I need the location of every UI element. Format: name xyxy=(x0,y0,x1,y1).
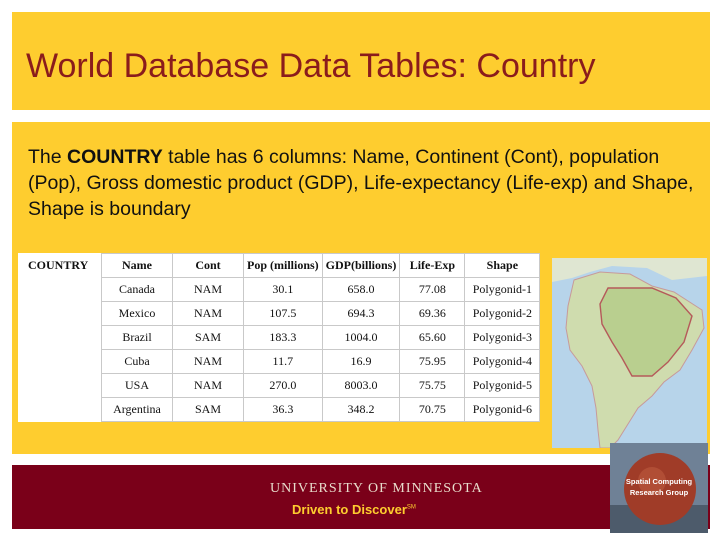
column-header: Cont xyxy=(172,253,244,278)
cell-shape: Polygonid-5 xyxy=(464,373,541,398)
cell-shape: Polygonid-1 xyxy=(464,277,541,302)
cell-life-exp: 69.36 xyxy=(399,301,466,326)
logo-line-1: Spatial Computing xyxy=(625,477,693,486)
north-landmass xyxy=(552,258,707,282)
service-mark: SM xyxy=(406,504,416,511)
cell-cont: NAM xyxy=(172,349,244,374)
map-illustration xyxy=(552,258,707,448)
row-spacer xyxy=(18,326,102,350)
table-row: Mexico NAM 107.5 694.3 69.36 Polygonid-2 xyxy=(18,301,541,326)
globe-sculpture-icon xyxy=(610,443,708,533)
title-band: World Database Data Tables: Country xyxy=(12,12,710,110)
cell-shape: Polygonid-3 xyxy=(464,325,541,350)
cell-life-exp: 75.95 xyxy=(399,349,466,374)
cell-name: USA xyxy=(101,373,173,398)
country-table: COUNTRY Name Cont Pop (millions) GDP(bil… xyxy=(18,253,541,422)
cell-life-exp: 77.08 xyxy=(399,277,466,302)
cell-pop: 11.7 xyxy=(243,349,323,374)
column-header: GDP(billions) xyxy=(321,253,401,278)
table-row: USA NAM 270.0 8003.0 75.75 Polygonid-5 xyxy=(18,373,541,398)
cell-shape: Polygonid-2 xyxy=(464,301,541,326)
cell-life-exp: 70.75 xyxy=(399,397,466,422)
row-spacer xyxy=(18,398,102,422)
row-spacer xyxy=(18,350,102,374)
cell-gdp: 16.9 xyxy=(321,349,401,374)
cell-cont: SAM xyxy=(172,397,244,422)
table-label: COUNTRY xyxy=(28,258,89,272)
table-row: Cuba NAM 11.7 16.9 75.95 Polygonid-4 xyxy=(18,349,541,374)
row-spacer xyxy=(18,302,102,326)
cell-gdp: 1004.0 xyxy=(321,325,401,350)
south-america-map xyxy=(552,258,707,448)
cell-pop: 183.3 xyxy=(243,325,323,350)
cell-cont: NAM xyxy=(172,277,244,302)
cell-pop: 270.0 xyxy=(243,373,323,398)
cell-name: Mexico xyxy=(101,301,173,326)
brazil-boundary xyxy=(599,287,693,377)
slide-title: World Database Data Tables: Country xyxy=(26,47,596,85)
cell-pop: 30.1 xyxy=(243,277,323,302)
row-spacer xyxy=(18,278,102,302)
footer-tagline: Driven to DiscoverSM xyxy=(292,502,416,517)
cell-gdp: 8003.0 xyxy=(321,373,401,398)
logo-caption: Spatial Computing Research Group xyxy=(614,476,704,498)
footer-band: UNIVERSITY OF MINNESOTA Driven to Discov… xyxy=(12,465,710,529)
cell-shape: Polygonid-4 xyxy=(464,349,541,374)
cell-life-exp: 75.75 xyxy=(399,373,466,398)
column-header: Life-Exp xyxy=(399,253,466,278)
body-paragraph: The COUNTRY table has 6 columns: Name, C… xyxy=(28,144,708,222)
cell-shape: Polygonid-6 xyxy=(464,397,541,422)
cell-pop: 36.3 xyxy=(243,397,323,422)
table-row: Argentina SAM 36.3 348.2 70.75 Polygonid… xyxy=(18,397,541,422)
table-header-row: COUNTRY Name Cont Pop (millions) GDP(bil… xyxy=(18,253,541,278)
cell-name: Brazil xyxy=(101,325,173,350)
column-header: Pop (millions) xyxy=(243,253,323,278)
cell-name: Cuba xyxy=(101,349,173,374)
cell-pop: 107.5 xyxy=(243,301,323,326)
cell-name: Canada xyxy=(101,277,173,302)
row-spacer xyxy=(18,374,102,398)
table-row: Canada NAM 30.1 658.0 77.08 Polygonid-1 xyxy=(18,277,541,302)
cell-cont: SAM xyxy=(172,325,244,350)
cell-life-exp: 65.60 xyxy=(399,325,466,350)
cell-cont: NAM xyxy=(172,373,244,398)
body-prefix: The xyxy=(28,146,68,168)
table-row: Brazil SAM 183.3 1004.0 65.60 Polygonid-… xyxy=(18,325,541,350)
cell-name: Argentina xyxy=(101,397,173,422)
university-wordmark: UNIVERSITY OF MINNESOTA xyxy=(270,481,483,496)
cell-gdp: 348.2 xyxy=(321,397,401,422)
logo-line-2: Research Group xyxy=(629,488,689,497)
cell-gdp: 694.3 xyxy=(321,301,401,326)
column-header: Name xyxy=(101,253,173,278)
body-bold-term: COUNTRY xyxy=(67,146,163,168)
cell-cont: NAM xyxy=(172,301,244,326)
body-suffix: table has 6 columns: Name, Continent (Co… xyxy=(28,146,694,220)
column-header: Shape xyxy=(464,253,541,278)
research-group-logo: Spatial Computing Research Group xyxy=(610,443,708,533)
cell-gdp: 658.0 xyxy=(321,277,401,302)
tagline-text: Driven to Discover xyxy=(292,502,407,517)
